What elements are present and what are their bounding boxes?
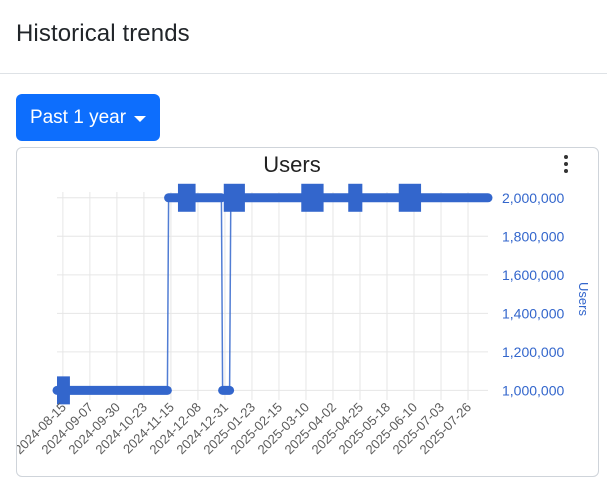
caret-down-icon [134, 115, 147, 122]
series-highlight-block [177, 183, 196, 212]
series-line [57, 197, 488, 392]
series-highlight-block [348, 183, 363, 212]
chart-menu-button[interactable] [558, 153, 574, 175]
series-highlight-block [398, 183, 422, 212]
y-tick-label: 1,000,000 [502, 382, 564, 398]
y-axis-label: Users [576, 282, 591, 316]
y-tick-label: 1,400,000 [502, 305, 564, 321]
time-range-dropdown-button[interactable]: Past 1 year [16, 94, 160, 141]
y-tick-label: 1,800,000 [502, 228, 564, 244]
time-range-label: Past 1 year [29, 106, 127, 128]
kebab-menu-icon [564, 155, 568, 159]
users-chart: Users 1,000,000 1,200,000 1,400,000 1,600,0… [17, 152, 591, 457]
y-tick-label: 1,600,000 [502, 267, 564, 283]
series-highlight-block [223, 183, 245, 212]
chart-title: Users [263, 152, 320, 177]
y-tick-label: 2,000,000 [502, 190, 564, 206]
users-chart-card: Users 1,000,000 1,200,000 1,400,000 1,600,0… [16, 147, 599, 477]
page-header: Historical trends [0, 0, 607, 74]
series-highlight-block [301, 183, 324, 212]
y-tick-label: 1,200,000 [502, 344, 564, 360]
page-title: Historical trends [16, 20, 190, 47]
series-highlight-block [57, 376, 70, 405]
